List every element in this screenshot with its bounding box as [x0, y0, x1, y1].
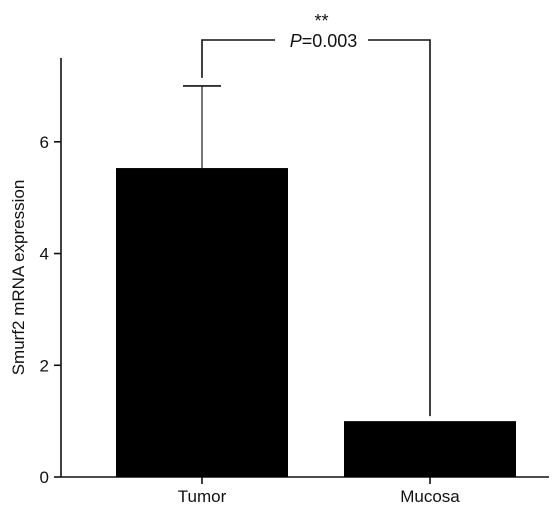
bar-tumor — [116, 168, 288, 478]
y-tick-label: 2 — [40, 356, 49, 375]
y-tick-label: 6 — [40, 133, 49, 152]
y-tick-label: 4 — [40, 245, 49, 264]
p-value-label: P=0.003 — [290, 31, 358, 51]
y-tick-label: 0 — [40, 468, 49, 487]
x-tick-label: Tumor — [178, 487, 227, 506]
y-axis: 0 2 4 6 — [40, 58, 62, 487]
error-bars — [183, 85, 221, 169]
x-tick-label: Mucosa — [400, 487, 460, 506]
y-axis-label: Smurf2 mRNA expression — [9, 180, 28, 376]
x-axis: Tumor Mucosa — [61, 476, 549, 506]
p-value-symbol: P — [290, 31, 302, 51]
significance-bracket — [201, 39, 431, 417]
significance-annotation: ** P=0.003 — [201, 11, 431, 417]
bars — [116, 168, 516, 478]
bar-mucosa — [344, 421, 516, 477]
significance-stars: ** — [314, 11, 328, 31]
p-value-number: =0.003 — [302, 31, 358, 51]
